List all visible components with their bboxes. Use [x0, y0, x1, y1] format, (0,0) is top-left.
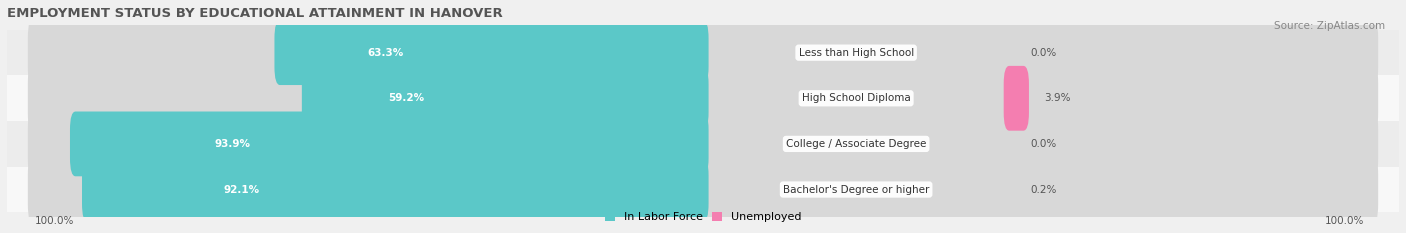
Text: 0.0%: 0.0% [1031, 139, 1056, 149]
FancyBboxPatch shape [28, 153, 1378, 226]
FancyBboxPatch shape [28, 61, 1378, 135]
Text: 93.9%: 93.9% [214, 139, 250, 149]
FancyBboxPatch shape [302, 66, 709, 131]
Text: Bachelor's Degree or higher: Bachelor's Degree or higher [783, 185, 929, 195]
FancyBboxPatch shape [82, 157, 709, 222]
Bar [7, 75, 1399, 121]
FancyBboxPatch shape [70, 112, 709, 176]
Text: 59.2%: 59.2% [388, 93, 425, 103]
Bar [7, 121, 1399, 167]
Text: 100.0%: 100.0% [1324, 216, 1364, 226]
Text: 100.0%: 100.0% [35, 216, 75, 226]
Text: 63.3%: 63.3% [367, 48, 404, 58]
FancyBboxPatch shape [1004, 66, 1029, 131]
Text: High School Diploma: High School Diploma [801, 93, 911, 103]
Bar [7, 167, 1399, 212]
Bar [7, 30, 1399, 75]
Text: 0.2%: 0.2% [1031, 185, 1057, 195]
FancyBboxPatch shape [28, 16, 1378, 90]
Text: College / Associate Degree: College / Associate Degree [786, 139, 927, 149]
FancyBboxPatch shape [274, 20, 709, 85]
Text: 0.0%: 0.0% [1031, 48, 1056, 58]
Text: Less than High School: Less than High School [799, 48, 914, 58]
Text: 3.9%: 3.9% [1045, 93, 1071, 103]
Text: 92.1%: 92.1% [224, 185, 260, 195]
Legend: In Labor Force, Unemployed: In Labor Force, Unemployed [600, 207, 806, 227]
Text: EMPLOYMENT STATUS BY EDUCATIONAL ATTAINMENT IN HANOVER: EMPLOYMENT STATUS BY EDUCATIONAL ATTAINM… [7, 7, 503, 20]
Text: Source: ZipAtlas.com: Source: ZipAtlas.com [1274, 21, 1385, 31]
FancyBboxPatch shape [28, 107, 1378, 181]
